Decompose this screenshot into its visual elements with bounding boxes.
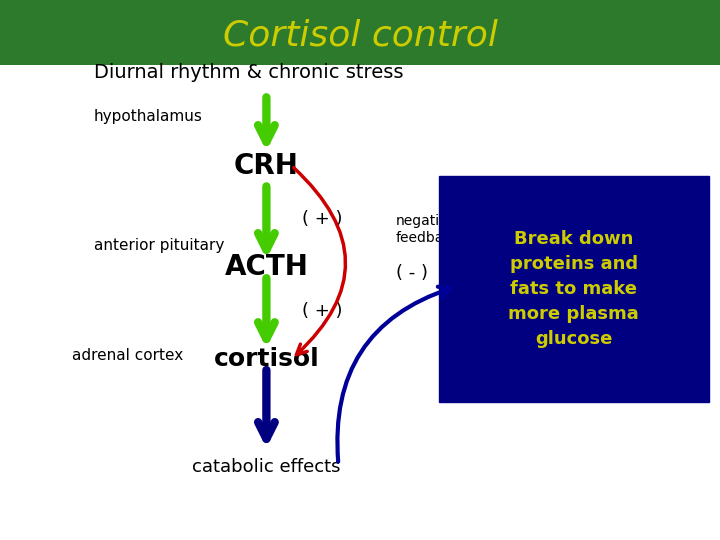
FancyArrowPatch shape bbox=[294, 167, 346, 355]
Text: catabolic effects: catabolic effects bbox=[192, 458, 341, 476]
FancyBboxPatch shape bbox=[0, 0, 720, 65]
FancyBboxPatch shape bbox=[439, 176, 709, 402]
FancyArrowPatch shape bbox=[338, 287, 450, 462]
Text: cortisol: cortisol bbox=[214, 347, 319, 371]
Text: negative
feedback: negative feedback bbox=[396, 214, 460, 245]
Text: Diurnal rhythm & chronic stress: Diurnal rhythm & chronic stress bbox=[94, 63, 403, 83]
Text: ( + ): ( + ) bbox=[302, 210, 343, 228]
Text: ( - ): ( - ) bbox=[396, 264, 428, 282]
Text: CRH: CRH bbox=[234, 152, 299, 180]
Text: ( + ): ( + ) bbox=[302, 302, 343, 320]
Text: hypothalamus: hypothalamus bbox=[94, 109, 202, 124]
Text: anterior pituitary: anterior pituitary bbox=[94, 238, 224, 253]
Text: Break down
proteins and
fats to make
more plasma
glucose: Break down proteins and fats to make mor… bbox=[508, 230, 639, 348]
Text: ACTH: ACTH bbox=[225, 253, 308, 281]
Text: Cortisol control: Cortisol control bbox=[222, 18, 498, 52]
Text: adrenal cortex: adrenal cortex bbox=[72, 348, 184, 363]
